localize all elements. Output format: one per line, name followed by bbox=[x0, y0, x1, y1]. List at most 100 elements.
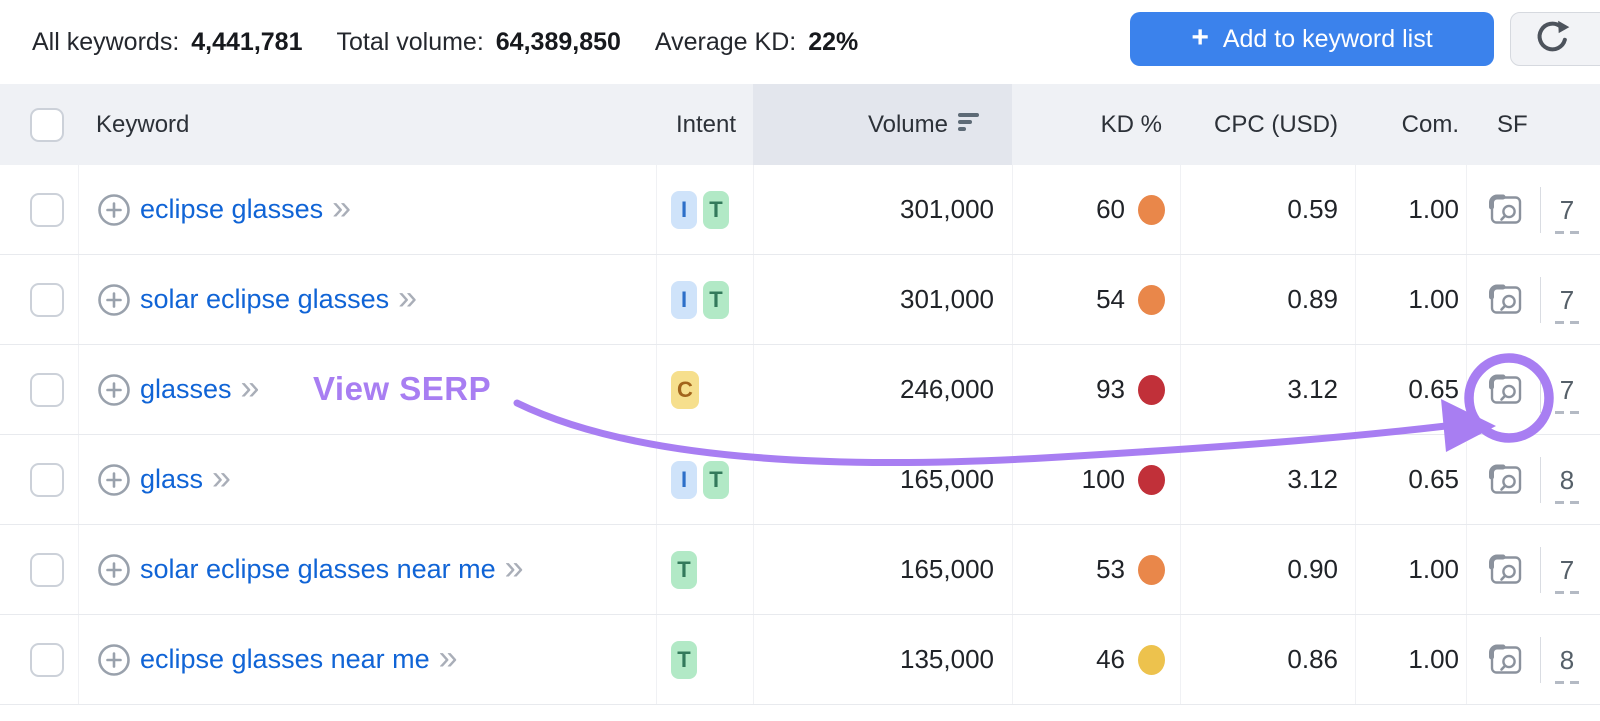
kd-value: 93 bbox=[1096, 374, 1125, 404]
com-cell: 1.00 bbox=[1355, 165, 1466, 254]
view-serp-icon[interactable] bbox=[1489, 283, 1523, 317]
keyword-link[interactable]: glass bbox=[140, 464, 204, 494]
summary-metrics: All keywords: 4,441,781 Total volume: 64… bbox=[32, 28, 858, 57]
header-cpc[interactable]: CPC (USD) bbox=[1180, 84, 1355, 165]
volume-value: 165,000 bbox=[900, 554, 994, 584]
view-serp-icon[interactable] bbox=[1489, 373, 1523, 407]
keyword-link[interactable]: eclipse glasses near me bbox=[140, 644, 430, 674]
double-chevron-icon[interactable]: » bbox=[332, 188, 352, 227]
volume-value: 301,000 bbox=[900, 194, 994, 224]
com-value: 1.00 bbox=[1408, 284, 1459, 314]
sf-divider bbox=[1540, 366, 1541, 413]
header-com-label: Com. bbox=[1401, 110, 1459, 138]
metric-average-kd: Average KD: 22% bbox=[655, 28, 858, 57]
table-row: eclipse glasses » I T 301,000 60 0.59 1.… bbox=[0, 165, 1600, 255]
double-chevron-icon[interactable]: » bbox=[438, 638, 458, 677]
sf-cell: 7 bbox=[1466, 525, 1600, 614]
header-volume-label: Volume bbox=[867, 110, 948, 138]
sf-cell: 8 bbox=[1466, 435, 1600, 524]
sf-divider bbox=[1540, 276, 1541, 323]
plus-icon: + bbox=[1191, 20, 1209, 54]
add-keyword-plus-icon[interactable] bbox=[97, 553, 131, 587]
serp-features-count[interactable]: 7 bbox=[1559, 375, 1575, 405]
keyword-cell: glasses » bbox=[78, 345, 656, 434]
add-button-label: Add to keyword list bbox=[1222, 24, 1433, 53]
volume-cell: 301,000 bbox=[753, 255, 1012, 344]
table-header: Keyword Intent Volume KD % CPC (USD) Com… bbox=[0, 84, 1600, 165]
refresh-button[interactable] bbox=[1510, 12, 1600, 66]
serp-features-count[interactable]: 8 bbox=[1559, 645, 1575, 675]
keyword-cell: solar eclipse glasses » bbox=[78, 255, 656, 344]
row-checkbox-cell bbox=[0, 525, 78, 614]
keyword-cell: glass » bbox=[78, 435, 656, 524]
keyword-link[interactable]: solar eclipse glasses near me bbox=[140, 554, 496, 584]
serp-features-count[interactable]: 7 bbox=[1559, 195, 1575, 225]
header-sf-label: SF bbox=[1497, 110, 1528, 138]
add-keyword-plus-icon[interactable] bbox=[97, 373, 131, 407]
row-checkbox[interactable] bbox=[30, 552, 64, 587]
sf-cell: 7 bbox=[1466, 165, 1600, 254]
kd-value: 60 bbox=[1096, 194, 1125, 224]
add-keyword-plus-icon[interactable] bbox=[97, 643, 131, 677]
volume-cell: 246,000 bbox=[753, 345, 1012, 434]
keyword-link[interactable]: eclipse glasses bbox=[140, 194, 324, 224]
sf-cell: 8 bbox=[1466, 615, 1600, 704]
keyword-link[interactable]: glasses bbox=[140, 374, 232, 404]
table-row: solar eclipse glasses » I T 301,000 54 0… bbox=[0, 255, 1600, 345]
expand-dashes-icon bbox=[1555, 501, 1579, 504]
serp-features-count[interactable]: 8 bbox=[1559, 465, 1575, 495]
double-chevron-icon[interactable]: » bbox=[212, 458, 231, 497]
kd-cell: 60 bbox=[1012, 165, 1180, 254]
row-checkbox-cell bbox=[0, 345, 78, 434]
header-intent[interactable]: Intent bbox=[656, 84, 753, 165]
table-row: solar eclipse glasses near me » T 165,00… bbox=[0, 525, 1600, 615]
header-sf[interactable]: SF bbox=[1466, 84, 1600, 165]
row-checkbox[interactable] bbox=[30, 642, 64, 677]
cpc-value: 0.89 bbox=[1287, 284, 1338, 314]
volume-value: 301,000 bbox=[900, 284, 994, 314]
intent-badge: I bbox=[671, 460, 697, 499]
view-serp-icon[interactable] bbox=[1489, 463, 1523, 497]
refresh-icon bbox=[1533, 18, 1571, 61]
kd-difficulty-dot bbox=[1138, 374, 1165, 405]
header-volume[interactable]: Volume bbox=[753, 84, 1012, 165]
add-keyword-plus-icon[interactable] bbox=[97, 283, 131, 317]
row-checkbox-cell bbox=[0, 255, 78, 344]
serp-features-count[interactable]: 7 bbox=[1559, 555, 1575, 585]
view-serp-icon[interactable] bbox=[1489, 193, 1523, 227]
double-chevron-icon[interactable]: » bbox=[504, 548, 524, 587]
view-serp-icon[interactable] bbox=[1489, 643, 1523, 677]
volume-cell: 135,000 bbox=[753, 615, 1012, 704]
add-keyword-plus-icon[interactable] bbox=[97, 463, 131, 497]
com-cell: 0.65 bbox=[1355, 345, 1466, 434]
row-checkbox[interactable] bbox=[30, 192, 64, 227]
metric-total-volume: Total volume: 64,389,850 bbox=[336, 28, 620, 57]
row-checkbox[interactable] bbox=[30, 462, 64, 497]
com-cell: 1.00 bbox=[1355, 525, 1466, 614]
header-kd[interactable]: KD % bbox=[1012, 84, 1180, 165]
add-to-keyword-list-button[interactable]: + Add to keyword list bbox=[1130, 12, 1494, 66]
view-serp-icon[interactable] bbox=[1489, 553, 1523, 587]
cpc-cell: 0.89 bbox=[1180, 255, 1355, 344]
sf-divider bbox=[1540, 546, 1541, 593]
serp-features-count[interactable]: 7 bbox=[1559, 285, 1575, 315]
row-checkbox[interactable] bbox=[30, 282, 64, 317]
table-row: glass » I T 165,000 100 3.12 0.65 bbox=[0, 435, 1600, 525]
row-checkbox[interactable] bbox=[30, 372, 64, 407]
header-keyword[interactable]: Keyword bbox=[78, 84, 656, 165]
add-keyword-plus-icon[interactable] bbox=[97, 193, 131, 227]
cpc-value: 0.90 bbox=[1287, 554, 1338, 584]
volume-value: 246,000 bbox=[900, 374, 994, 404]
cpc-value: 3.12 bbox=[1287, 464, 1338, 494]
double-chevron-icon[interactable]: » bbox=[398, 278, 418, 317]
keyword-link[interactable]: solar eclipse glasses bbox=[140, 284, 390, 314]
cpc-cell: 3.12 bbox=[1180, 435, 1355, 524]
select-all-checkbox[interactable] bbox=[30, 107, 64, 142]
intent-badge: T bbox=[703, 280, 729, 319]
sf-cell: 7 bbox=[1466, 255, 1600, 344]
header-com[interactable]: Com. bbox=[1355, 84, 1466, 165]
kd-cell: 46 bbox=[1012, 615, 1180, 704]
table-row: glasses » C 246,000 93 3.12 0.65 bbox=[0, 345, 1600, 435]
double-chevron-icon[interactable]: » bbox=[240, 368, 260, 407]
